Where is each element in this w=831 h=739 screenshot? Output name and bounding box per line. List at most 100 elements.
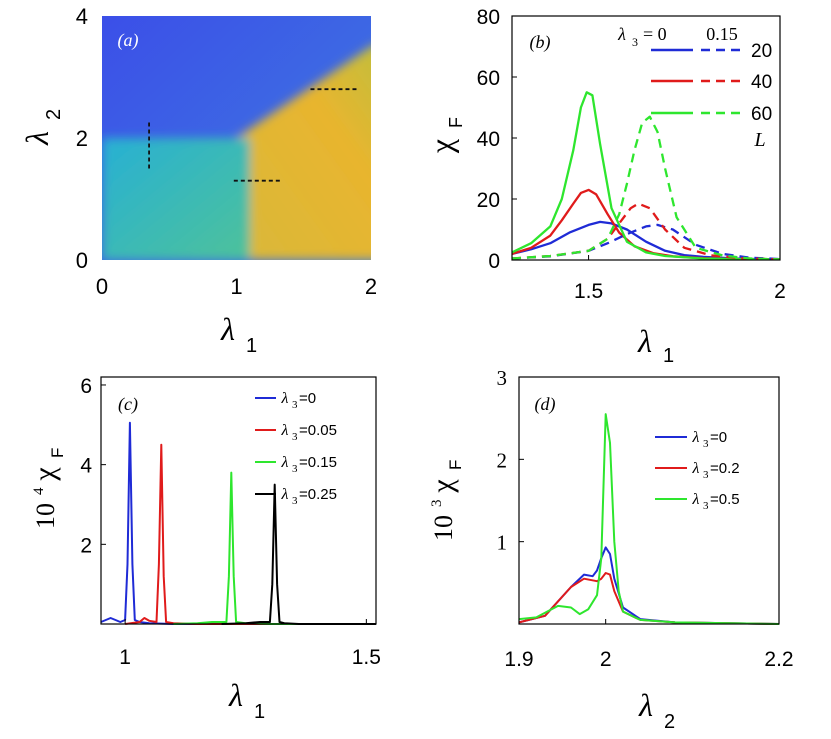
y-tick-label: 2 [497,448,508,472]
legend-label: =0.5 [710,491,740,508]
legend-sub: 3 [292,463,298,475]
region-lower-left [102,138,250,260]
y-tick-label: 2 [80,534,92,557]
legend-lambda: λ [281,390,289,407]
plot-frame [518,376,780,625]
series-line-6 [511,115,781,261]
x-tick-label: 2 [600,648,612,671]
y-tick-label: 20 [477,189,500,212]
y-axis-label-sub: F [446,117,466,128]
series-line-1 [518,546,780,625]
series-line-4 [221,483,376,625]
legend-label: =0.15 [299,454,337,471]
series-group [100,421,376,625]
series-group [518,413,780,625]
legend-header-col2: 0.15 [706,24,738,44]
x-axis-label-sub: 1 [246,335,257,357]
legend-label: 20 [751,41,772,62]
plot-frame [100,376,377,625]
y-axis-label-exp: 3 [429,500,445,508]
x-tick-label: 2 [365,274,377,299]
y-axis-label-prefix: 10 [31,503,60,529]
legend-sub: 3 [703,500,709,512]
legend-header-eq: = 0 [643,24,667,44]
x-tick-label: 1.9 [504,648,533,671]
legend-header-sub: 3 [632,35,638,49]
legend-label: =0.05 [299,422,337,439]
panel-label: (d) [535,394,556,415]
y-tick-label: 40 [477,128,500,151]
legend-label: =0 [299,390,316,407]
y-axis-label-group: 10 4 χF [28,448,67,529]
panel-label: (c) [118,394,138,415]
panel-label: (a) [118,30,139,51]
legend-lambda: λ [281,454,289,471]
y-axis-label: λ [19,131,55,146]
legend-label: 60 [751,104,772,125]
legend-lambda: λ [281,486,289,503]
series-line-3 [518,413,780,625]
legend-header-lambda: λ [617,24,626,44]
legend-sub: 3 [292,399,298,411]
legend-lambda: λ [692,429,700,446]
y-tick-label: 1 [497,531,508,555]
series-line-3 [511,91,781,261]
y-tick-label: 80 [477,6,500,29]
y-tick-label: 4 [76,4,88,29]
series-group [511,91,781,261]
series-line-2 [518,572,780,625]
y-tick-label: 2 [76,126,88,151]
boundary-dashed-lines [148,88,358,182]
y-axis-label-sub: 2 [43,109,65,120]
y-axis-label: χ [28,467,61,482]
x-axis-label: λ [637,323,652,359]
legend-size-label: L [753,129,765,151]
y-axis-label-group: 10 3 χF [426,460,465,541]
x-tick-label: 1.5 [352,646,381,669]
y-tick-label: 6 [80,375,92,398]
legend-sub: 3 [292,495,298,507]
x-tick-label: 1.5 [574,280,603,303]
y-tick-label: 3 [497,366,508,390]
y-axis-label-group: χF [423,117,466,154]
x-axis-label-sub: 2 [664,711,675,733]
legend-sub: 3 [703,438,709,450]
series-line-4 [511,223,781,261]
series-line-2 [124,443,376,625]
legend-label: 40 [751,72,772,93]
x-axis-label: λ [638,687,653,723]
legend-label: =0.2 [710,460,740,477]
legend-label: =0.25 [299,486,337,503]
x-axis-label: λ [228,677,243,713]
x-tick-label: 1 [230,274,242,299]
x-tick-label: 1 [119,646,131,669]
region-right [236,46,371,260]
panel-label: (b) [530,32,551,53]
series-line-1 [100,421,376,625]
legend-label: =0 [710,429,727,446]
x-axis-label-sub: 1 [254,701,265,723]
legend-lambda: λ [692,491,700,508]
x-tick-label: 0 [96,274,108,299]
y-axis-label-exp: 4 [31,487,47,495]
y-axis-label-prefix: 10 [429,515,458,541]
y-tick-label: 0 [76,248,88,273]
y-tick-label: 4 [80,455,92,478]
legend-sub: 3 [703,469,709,481]
y-axis-label-sub: F [48,448,67,458]
y-axis-label: χ [423,138,459,154]
legend-lambda: λ [281,422,289,439]
y-tick-label: 60 [477,67,500,90]
y-axis-label-sub: F [446,460,465,470]
heatmap-field [102,16,371,260]
x-axis-label-sub: 1 [663,345,674,367]
legend-lambda: λ [692,460,700,477]
legend-sub: 3 [292,431,298,443]
y-axis-label: χ [426,479,459,494]
